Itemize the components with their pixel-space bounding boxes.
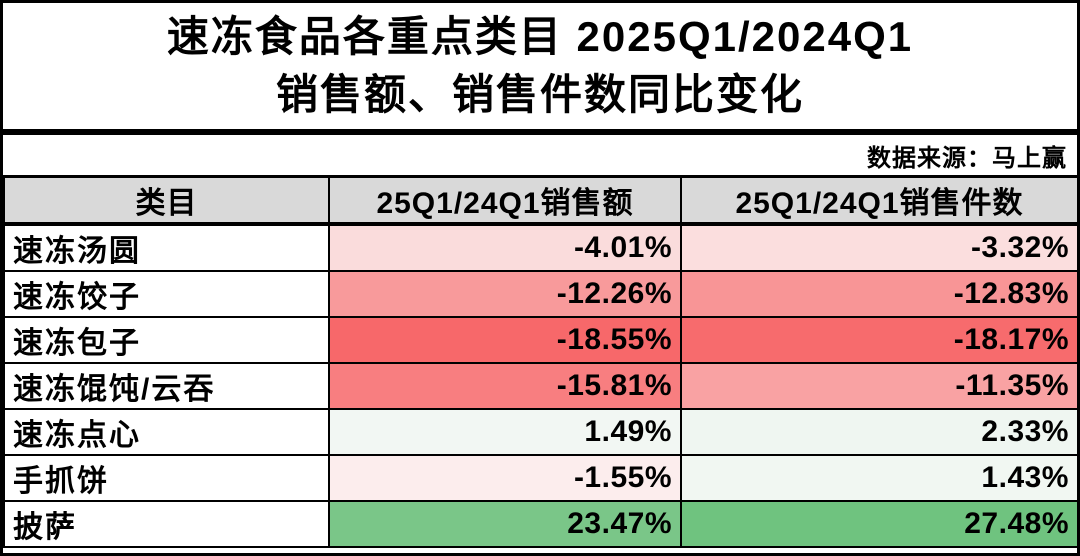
units-value-cell: -11.35% — [680, 362, 1077, 410]
units-value-cell: 1.43% — [680, 454, 1077, 502]
category-cell: 速冻点心 — [3, 408, 330, 456]
title-block: 速冻食品各重点类目 2025Q1/2024Q1 销售额、销售件数同比变化 — [3, 3, 1077, 135]
sales-value-cell: -15.81% — [328, 362, 682, 410]
header-sales-change: 25Q1/24Q1销售额 — [328, 175, 682, 226]
table-header-row: 类目 25Q1/24Q1销售额 25Q1/24Q1销售件数 — [3, 175, 1077, 226]
category-cell: 披萨 — [3, 500, 330, 548]
page-title-line-2: 销售额、销售件数同比变化 — [275, 71, 804, 118]
units-value-cell: -3.32% — [680, 223, 1077, 272]
data-source-label: 数据来源：马上赢 — [867, 144, 1067, 172]
units-value-cell: -18.17% — [680, 316, 1077, 364]
table-row: 披萨 23.47% 27.48% — [3, 500, 1077, 548]
table-row: 速冻饺子 -12.26% -12.83% — [3, 270, 1077, 318]
units-value-cell: -12.83% — [680, 270, 1077, 318]
sales-value-cell: -18.55% — [328, 316, 682, 364]
units-value-cell: 2.33% — [680, 408, 1077, 456]
header-category: 类目 — [3, 175, 330, 226]
table-row: 手抓饼 -1.55% 1.43% — [3, 454, 1077, 502]
comparison-table: 类目 25Q1/24Q1销售额 25Q1/24Q1销售件数 速冻汤圆 -4.01… — [3, 175, 1077, 548]
units-value-cell: 27.48% — [680, 500, 1077, 548]
sales-value-cell: -1.55% — [328, 454, 682, 502]
table-row: 速冻汤圆 -4.01% -3.32% — [3, 223, 1077, 272]
page-title-line-1: 速冻食品各重点类目 2025Q1/2024Q1 — [166, 13, 914, 60]
header-units-change: 25Q1/24Q1销售件数 — [680, 175, 1077, 226]
table-row: 速冻点心 1.49% 2.33% — [3, 408, 1077, 456]
sales-value-cell: -4.01% — [328, 223, 682, 272]
table-row: 速冻馄饨/云吞 -15.81% -11.35% — [3, 362, 1077, 410]
sales-value-cell: 1.49% — [328, 408, 682, 456]
category-cell: 速冻馄饨/云吞 — [3, 362, 330, 410]
sales-value-cell: -12.26% — [328, 270, 682, 318]
table-row: 速冻包子 -18.55% -18.17% — [3, 316, 1077, 364]
category-cell: 速冻饺子 — [3, 270, 330, 318]
category-cell: 速冻汤圆 — [3, 223, 330, 272]
category-cell: 速冻包子 — [3, 316, 330, 364]
sales-value-cell: 23.47% — [328, 500, 682, 548]
category-cell: 手抓饼 — [3, 454, 330, 502]
